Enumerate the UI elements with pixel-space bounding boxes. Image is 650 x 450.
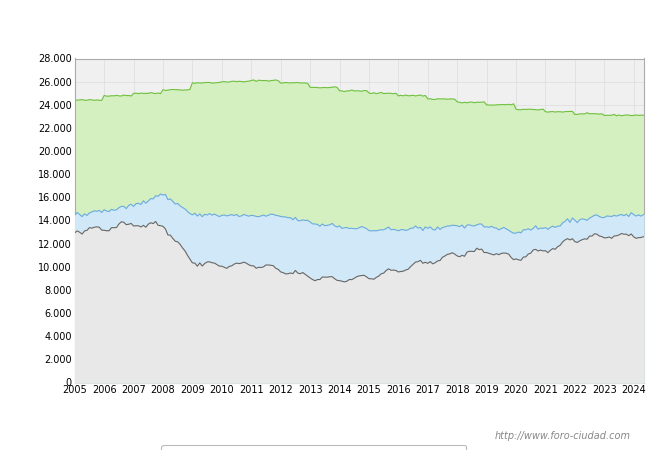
- Text: Ontinyent - Evolucion de la poblacion en edad de Trabajar Mayo de 2024: Ontinyent - Evolucion de la poblacion en…: [82, 18, 568, 31]
- Text: http://www.foro-ciudad.com: http://www.foro-ciudad.com: [495, 431, 630, 441]
- Legend: Ocupados, Parados, Hab. entre 16-64: Ocupados, Parados, Hab. entre 16-64: [161, 445, 466, 450]
